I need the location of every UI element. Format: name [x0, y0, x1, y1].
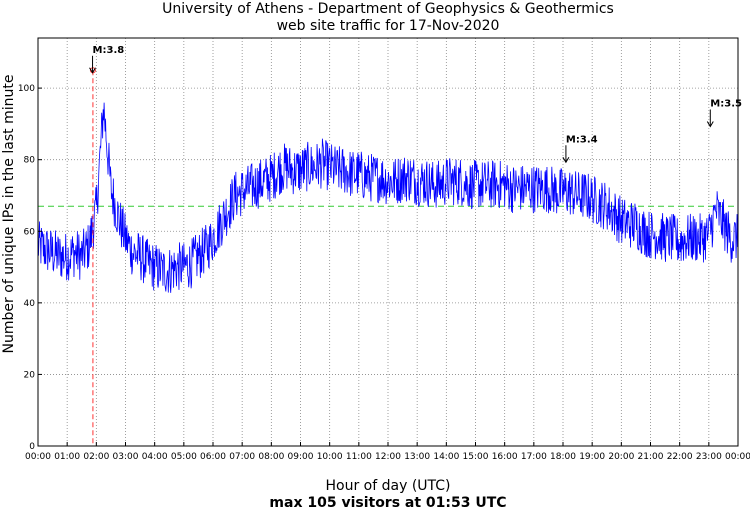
x-tick-label: 04:00 — [142, 452, 168, 462]
chart-title: University of Athens - Department of Geo… — [162, 1, 614, 17]
x-tick-label: 21:00 — [638, 452, 664, 462]
x-tick-label: 00:00 — [25, 452, 51, 462]
quake-label: M:3.4 — [566, 134, 598, 145]
quake-arrow-head — [89, 67, 96, 74]
x-tick-label: 17:00 — [521, 452, 547, 462]
x-tick-label: 13:00 — [404, 452, 430, 462]
annotations: M:3.8 M:3.4 M:3.5 — [89, 45, 742, 164]
x-tick-label: 07:00 — [229, 452, 255, 462]
x-tick-label: 10:00 — [317, 452, 343, 462]
y-tick-label: 80 — [24, 156, 36, 166]
y-tick-label: 100 — [18, 84, 35, 94]
x-tick-label: 16:00 — [492, 452, 518, 462]
x-tick-label: 00:00 — [725, 452, 750, 462]
quake-label: M:3.8 — [93, 45, 125, 56]
x-axis-label: Hour of day (UTC) — [326, 478, 451, 494]
x-tick-label: 22:00 — [667, 452, 693, 462]
y-axis-label: Number of unique IPs in the last minute — [1, 75, 17, 354]
y-tick-label: 40 — [24, 299, 36, 309]
x-tick-label: 06:00 — [200, 452, 226, 462]
x-tick-label: 14:00 — [433, 452, 459, 462]
x-tick-label: 02:00 — [83, 452, 109, 462]
x-tick-label: 03:00 — [113, 452, 139, 462]
x-tick-label: 23:00 — [696, 452, 722, 462]
chart-subtitle: web site traffic for 17-Nov-2020 — [277, 18, 500, 34]
y-tick-label: 60 — [24, 227, 36, 237]
y-tick-label: 20 — [24, 370, 36, 380]
x-tick-label: 15:00 — [463, 452, 489, 462]
x-tick-label: 12:00 — [375, 452, 401, 462]
x-tick-label: 09:00 — [288, 452, 314, 462]
y-tick-label: 0 — [29, 442, 35, 452]
x-tick-label: 18:00 — [550, 452, 576, 462]
quake-arrow-head — [706, 121, 714, 128]
quake-arrow-head — [562, 157, 570, 164]
traffic-series-line — [37, 102, 739, 293]
x-tick-label: 20:00 — [608, 452, 634, 462]
max-visitors-note: max 105 visitors at 01:53 UTC — [269, 495, 506, 511]
x-tick-label: 01:00 — [54, 452, 80, 462]
x-axis-ticks: 00:00 01:00 02:00 03:00 04:00 05:00 06:00 07:00… — [25, 442, 750, 462]
quake-label: M:3.5 — [710, 98, 742, 109]
max-marker-group — [89, 67, 96, 446]
x-tick-label: 19:00 — [579, 452, 605, 462]
x-tick-label: 11:00 — [346, 452, 372, 462]
series-group — [37, 102, 739, 293]
y-axis-ticks: 0 20 40 60 80 100 — [18, 84, 42, 452]
x-tick-label: 05:00 — [171, 452, 197, 462]
x-tick-label: 08:00 — [258, 452, 284, 462]
